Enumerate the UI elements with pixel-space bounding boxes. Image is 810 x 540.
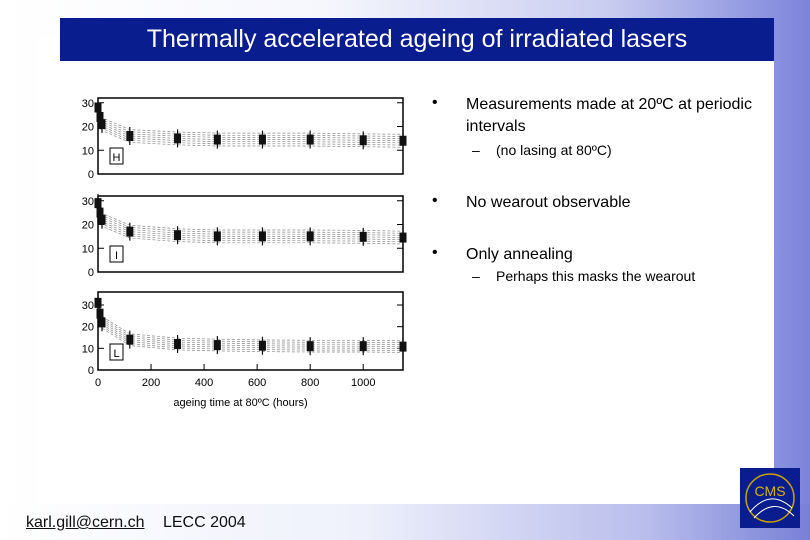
y-tick-label: 10 bbox=[82, 145, 94, 157]
footer: karl.gill@cern.ch LECC 2004 bbox=[26, 514, 246, 532]
data-series-line bbox=[97, 207, 404, 243]
data-series-line bbox=[97, 298, 404, 344]
data-series-line bbox=[97, 109, 404, 144]
y-tick-label: 30 bbox=[82, 300, 94, 312]
sub-bullet-marker: – bbox=[472, 142, 480, 158]
data-series-line bbox=[97, 296, 404, 342]
y-tick-label: 30 bbox=[82, 98, 94, 110]
data-series-line bbox=[97, 209, 404, 245]
y-tick-label: 0 bbox=[88, 365, 94, 377]
y-tick-label: 20 bbox=[82, 220, 94, 232]
footer-email-link[interactable]: karl.gill@cern.ch bbox=[26, 514, 145, 531]
data-series-line bbox=[97, 203, 404, 238]
bullet-text: Only annealing bbox=[466, 246, 573, 263]
y-tick-label: 0 bbox=[88, 267, 94, 279]
panel-label-box bbox=[109, 343, 124, 361]
data-series-line bbox=[97, 300, 404, 345]
bullet-marker: • bbox=[432, 244, 438, 261]
data-series-line bbox=[97, 107, 404, 142]
sub-bullet-marker: – bbox=[472, 268, 480, 284]
panel-frame bbox=[97, 195, 404, 273]
data-series-line bbox=[97, 196, 404, 232]
cms-logo: CMS bbox=[740, 468, 800, 528]
ageing-plot-svg: 0 10 20 30 H 0 10 20 30 I 0 10 20 30 L 0 200 400 600 800 100… bbox=[82, 97, 407, 409]
panel-frame bbox=[97, 97, 404, 175]
bullet-text: Measurements made at 20ºC at periodic in… bbox=[466, 96, 752, 135]
footer-band bbox=[0, 504, 810, 540]
data-series-line bbox=[97, 111, 404, 146]
x-tick-label: 800 bbox=[301, 377, 319, 389]
slide-title: Thermally accelerated ageing of irradiat… bbox=[60, 18, 774, 61]
slide-background bbox=[38, 38, 774, 504]
y-tick-label: 10 bbox=[82, 343, 94, 355]
y-tick-label: 10 bbox=[82, 243, 94, 255]
x-axis-label: ageing time at 80ºC (hours) bbox=[173, 397, 307, 409]
data-series-line bbox=[97, 308, 404, 353]
bullet-marker: • bbox=[432, 94, 438, 111]
sub-bullet-text: Perhaps this masks the wearout bbox=[496, 268, 696, 284]
data-series-line bbox=[97, 113, 404, 148]
ageing-plot: 0 10 20 30 H 0 10 20 30 I 0 10 20 30 L 0 200 400 600 800 100… bbox=[60, 88, 420, 418]
panel-label-box bbox=[109, 147, 124, 165]
x-tick-label: 1000 bbox=[351, 377, 375, 389]
x-tick-label: 600 bbox=[248, 377, 266, 389]
data-series-line bbox=[97, 205, 404, 241]
panel-label: L bbox=[113, 348, 119, 360]
panel-label: H bbox=[113, 152, 121, 164]
cms-logo-graphic: CMS bbox=[745, 473, 795, 523]
bullet-marker: • bbox=[432, 192, 438, 209]
x-tick-label: 400 bbox=[195, 377, 213, 389]
y-tick-label: 30 bbox=[82, 196, 94, 208]
data-series-line bbox=[97, 198, 404, 234]
data-series-line bbox=[97, 103, 404, 137]
y-tick-label: 20 bbox=[82, 122, 94, 134]
panel-label-box bbox=[109, 245, 124, 263]
y-tick-label: 0 bbox=[88, 169, 94, 181]
x-tick-label: 0 bbox=[95, 377, 101, 389]
data-series-line bbox=[97, 200, 404, 236]
y-tick-label: 20 bbox=[82, 322, 94, 334]
sub-bullet-text: (no lasing at 80ºC) bbox=[496, 142, 612, 158]
bullet-text: No wearout observable bbox=[466, 194, 631, 211]
cms-logo-text: CMS bbox=[754, 483, 785, 499]
x-tick-label: 200 bbox=[142, 377, 160, 389]
footer-conference: LECC 2004 bbox=[162, 514, 246, 531]
data-series-line bbox=[97, 101, 404, 135]
panel-label: I bbox=[115, 250, 118, 262]
panel-frame bbox=[97, 291, 404, 371]
data-series-line bbox=[97, 105, 404, 139]
